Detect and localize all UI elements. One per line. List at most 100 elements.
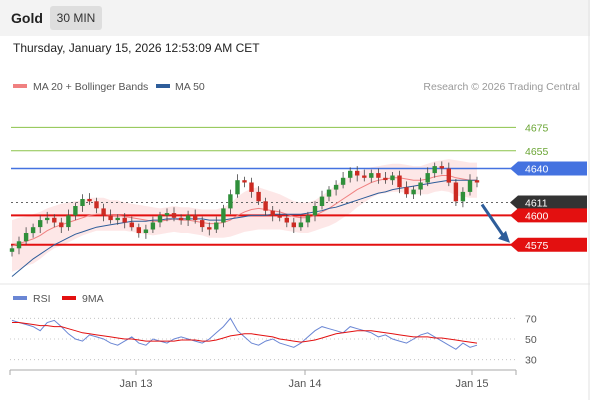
legend-ma50-swatch bbox=[156, 84, 170, 88]
candle-body bbox=[235, 180, 240, 195]
candle-body bbox=[263, 201, 268, 211]
candle-body bbox=[390, 175, 395, 181]
candle-body bbox=[30, 227, 36, 234]
candle-body bbox=[298, 222, 304, 228]
candle-body bbox=[164, 213, 170, 216]
candle-body bbox=[474, 180, 480, 183]
candle-body bbox=[340, 177, 346, 185]
candle-body bbox=[52, 217, 57, 223]
x-tick-label: Jan 14 bbox=[288, 378, 321, 390]
candle-body bbox=[249, 182, 254, 192]
candle-body bbox=[94, 201, 99, 209]
candles-layer bbox=[9, 161, 480, 257]
forecast-arrow-shaft bbox=[480, 203, 506, 238]
level-label-4655: 4655 bbox=[525, 146, 549, 158]
candle-body bbox=[157, 215, 163, 223]
level-label-4675: 4675 bbox=[525, 122, 549, 134]
candle-body bbox=[242, 180, 247, 183]
candle-body bbox=[284, 217, 289, 223]
candle-body bbox=[270, 210, 275, 216]
candle-body bbox=[418, 182, 423, 190]
candle-body bbox=[369, 173, 374, 178]
forecast-arrow-head bbox=[498, 230, 510, 243]
candle-body bbox=[45, 217, 50, 221]
level-tag-4611 bbox=[510, 195, 587, 210]
forecast-arrow-layer bbox=[480, 203, 510, 243]
x-tick-label: Jan 15 bbox=[455, 378, 488, 390]
rsi-tick-label-50: 50 bbox=[525, 334, 537, 346]
legend-rsi-label: RSI bbox=[33, 293, 51, 305]
candle-body bbox=[115, 217, 120, 221]
level-label-4600: 4600 bbox=[525, 210, 549, 222]
candle-body bbox=[80, 199, 85, 206]
x-tick-label: Jan 13 bbox=[119, 378, 152, 390]
candle-body bbox=[348, 170, 353, 178]
timestamp: Thursday, January 15, 2026 12:53:09 AM C… bbox=[13, 41, 260, 55]
candle-body bbox=[256, 191, 261, 202]
candle-body bbox=[383, 177, 388, 181]
legend-9ma-swatch bbox=[62, 296, 76, 300]
rsi-tick-label-30: 30 bbox=[525, 355, 537, 367]
candle-body bbox=[319, 196, 325, 206]
candle-body bbox=[439, 166, 444, 169]
candle-body bbox=[136, 227, 141, 234]
candle-body bbox=[214, 222, 219, 230]
credit-text: Research © 2026 Trading Central bbox=[423, 81, 580, 93]
candle-body bbox=[312, 206, 318, 216]
candle-body bbox=[432, 166, 437, 174]
level-tag-4640 bbox=[510, 161, 587, 176]
candle-body bbox=[460, 191, 466, 202]
candle-body bbox=[411, 189, 416, 195]
candle-body bbox=[193, 215, 198, 221]
candle-body bbox=[23, 233, 29, 242]
candle-body bbox=[291, 222, 296, 228]
instrument-title: Gold bbox=[11, 10, 43, 26]
rsi-9ma-line bbox=[12, 322, 478, 344]
candle-body bbox=[59, 222, 64, 228]
legend-rsi-swatch bbox=[13, 296, 27, 300]
candle-body bbox=[404, 187, 409, 195]
candle-body bbox=[101, 208, 106, 216]
candle-body bbox=[178, 217, 184, 221]
candle-body bbox=[143, 229, 149, 233]
candle-body bbox=[355, 170, 360, 176]
candle-body bbox=[221, 208, 226, 223]
legend-ma50-label: MA 50 bbox=[175, 81, 205, 93]
candle-body bbox=[171, 213, 177, 218]
candle-body bbox=[185, 215, 191, 221]
legend-bb-label: MA 20 + Bollinger Bands bbox=[33, 81, 148, 93]
candle-body bbox=[228, 194, 233, 209]
level-label-4575: 4575 bbox=[525, 240, 549, 252]
candle-body bbox=[453, 182, 459, 202]
level-tag-4600 bbox=[510, 208, 587, 223]
timeframe-button[interactable]: 30 MIN bbox=[50, 6, 102, 30]
candle-body bbox=[425, 173, 430, 183]
candle-body bbox=[87, 199, 92, 202]
rsi-line bbox=[11, 317, 478, 350]
candle-body bbox=[446, 168, 451, 183]
candle-body bbox=[129, 222, 134, 228]
candle-body bbox=[305, 215, 311, 223]
candle-body bbox=[277, 215, 282, 218]
candle-body bbox=[66, 215, 71, 228]
legend-9ma-label: 9MA bbox=[82, 293, 104, 305]
rsi-layer: 70 50 30 bbox=[10, 313, 537, 367]
level-tag-4575 bbox=[510, 237, 587, 252]
candle-body bbox=[16, 241, 22, 249]
candle-body bbox=[38, 220, 43, 228]
level-label-4611: 4611 bbox=[525, 198, 548, 210]
candle-body bbox=[333, 184, 339, 190]
candle-body bbox=[122, 217, 127, 223]
candle-body bbox=[467, 180, 473, 192]
candle-body bbox=[9, 248, 15, 252]
legend-bb-swatch bbox=[13, 84, 27, 88]
candle-body bbox=[207, 227, 212, 230]
candle-body bbox=[150, 222, 156, 230]
candle-body bbox=[397, 175, 402, 188]
header-bar: Gold 30 MIN bbox=[0, 0, 590, 36]
candle-body bbox=[200, 220, 205, 228]
x-ticks-layer: Jan 13 Jan 14 Jan 15 bbox=[9, 370, 517, 390]
candle-body bbox=[326, 189, 332, 197]
